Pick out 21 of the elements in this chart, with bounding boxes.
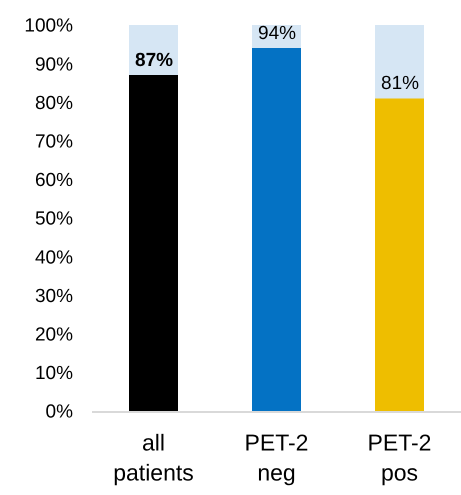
bar — [374, 98, 424, 411]
y-tick-label: 90% — [34, 54, 74, 76]
x-tick-label: all patients — [113, 430, 194, 486]
y-tick-label: 0% — [46, 402, 74, 423]
y-tick-label: 60% — [34, 170, 74, 192]
data-label: 81% — [381, 73, 420, 94]
y-tick-label: 70% — [34, 131, 74, 152]
y-tick-label: 80% — [34, 92, 74, 114]
y-tick-label: 10% — [34, 363, 74, 384]
y-tick-label: 40% — [34, 247, 74, 268]
x-tick-label: PET-2 neg — [244, 430, 308, 486]
y-tick-label: 20% — [34, 324, 74, 346]
y-tick-label: 100% — [24, 16, 74, 37]
y-tick-label: 50% — [34, 208, 74, 230]
bar — [374, 25, 424, 98]
data-label: 94% — [258, 23, 296, 44]
data-label: 87% — [135, 50, 174, 71]
y-tick-label: 30% — [34, 286, 74, 307]
x-tick-label: PET-2 pos — [368, 430, 432, 486]
bar — [252, 48, 302, 411]
bar — [128, 75, 178, 411]
